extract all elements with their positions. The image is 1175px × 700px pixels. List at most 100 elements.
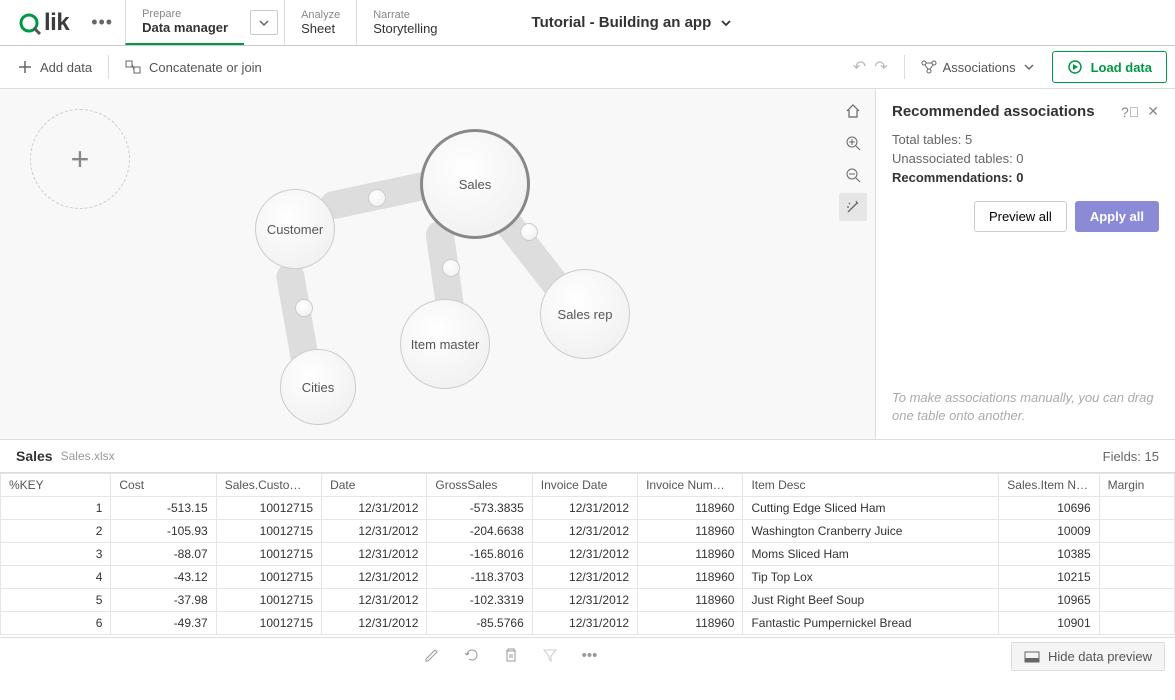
table-cell: -573.3835 bbox=[427, 497, 532, 520]
column-header[interactable]: Date bbox=[322, 474, 427, 497]
table-bubble-cities[interactable]: Cities bbox=[280, 349, 356, 425]
table-cell: Tip Top Lox bbox=[743, 566, 999, 589]
tab-narrate-stage: Narrate bbox=[373, 9, 437, 21]
table-cell bbox=[1099, 520, 1174, 543]
preview-table-name: Sales bbox=[16, 448, 53, 464]
bubble-diagram: Sales Customer Item master Sales rep Cities bbox=[220, 109, 720, 429]
app-title[interactable]: Tutorial - Building an app bbox=[514, 0, 750, 45]
stat-total-tables: Total tables: 5 bbox=[892, 132, 1159, 147]
table-cell: 10012715 bbox=[216, 612, 321, 635]
tab-analyze-stage: Analyze bbox=[301, 9, 340, 21]
hide-preview-button[interactable]: Hide data preview bbox=[1011, 642, 1165, 671]
concatenate-button[interactable]: Concatenate or join bbox=[115, 54, 272, 81]
top-nav: lik ••• Prepare Data manager Analyze She… bbox=[0, 0, 1175, 46]
magic-wand-icon[interactable] bbox=[839, 193, 867, 221]
tab-prepare[interactable]: Prepare Data manager bbox=[125, 0, 244, 45]
associations-dropdown[interactable]: Associations bbox=[911, 54, 1044, 81]
table-row[interactable]: 5-37.981001271512/31/2012-102.331912/31/… bbox=[1, 589, 1175, 612]
table-cell: -165.8016 bbox=[427, 543, 532, 566]
main-area: + Sales Customer Item master Sales rep Citie… bbox=[0, 89, 1175, 439]
table-cell: -204.6638 bbox=[427, 520, 532, 543]
column-header[interactable]: Invoice Num… bbox=[638, 474, 743, 497]
column-header[interactable]: Sales.Custo… bbox=[216, 474, 321, 497]
table-bubble-sales[interactable]: Sales bbox=[420, 129, 530, 239]
add-data-label: Add data bbox=[40, 60, 92, 75]
filter-icon[interactable] bbox=[542, 647, 558, 667]
table-cell: 12/31/2012 bbox=[322, 520, 427, 543]
table-cell: Just Right Beef Soup bbox=[743, 589, 999, 612]
table-cell: 10009 bbox=[999, 520, 1099, 543]
separator bbox=[904, 55, 905, 79]
edit-icon[interactable] bbox=[424, 647, 440, 667]
link-dot bbox=[295, 299, 313, 317]
table-cell bbox=[1099, 612, 1174, 635]
table-row[interactable]: 6-49.371001271512/31/2012-85.576612/31/2… bbox=[1, 612, 1175, 635]
table-cell: 3 bbox=[1, 543, 111, 566]
redo-icon[interactable]: ↷ bbox=[874, 57, 887, 77]
table-row[interactable]: 2-105.931001271512/31/2012-204.663812/31… bbox=[1, 520, 1175, 543]
column-header[interactable]: Invoice Date bbox=[532, 474, 637, 497]
column-header[interactable]: GrossSales bbox=[427, 474, 532, 497]
toolbar: Add data Concatenate or join ↶ ↷ Associa… bbox=[0, 46, 1175, 89]
home-icon[interactable] bbox=[839, 97, 867, 125]
table-bubble-customer[interactable]: Customer bbox=[255, 189, 335, 269]
add-data-button[interactable]: Add data bbox=[8, 54, 102, 81]
table-cell: 4 bbox=[1, 566, 111, 589]
table-cell: 12/31/2012 bbox=[532, 589, 637, 612]
column-header[interactable]: Item Desc bbox=[743, 474, 999, 497]
table-cell: 12/31/2012 bbox=[532, 520, 637, 543]
tab-narrate[interactable]: Narrate Storytelling bbox=[356, 0, 453, 45]
add-table-circle[interactable]: + bbox=[30, 109, 130, 209]
help-icon[interactable]: ?⃝ bbox=[1121, 104, 1139, 120]
table-cell: 118960 bbox=[638, 589, 743, 612]
column-header[interactable]: Margin bbox=[1099, 474, 1174, 497]
logo[interactable]: lik bbox=[0, 0, 79, 45]
delete-icon[interactable] bbox=[504, 647, 518, 667]
prepare-dropdown[interactable] bbox=[250, 10, 278, 35]
table-cell: 10696 bbox=[999, 497, 1099, 520]
hide-preview-label: Hide data preview bbox=[1048, 649, 1152, 664]
table-row[interactable]: 1-513.151001271512/31/2012-573.383512/31… bbox=[1, 497, 1175, 520]
stat-recommendations: Recommendations: 0 bbox=[892, 170, 1159, 185]
more-menu-icon[interactable]: ••• bbox=[79, 0, 125, 45]
associations-canvas[interactable]: + Sales Customer Item master Sales rep Citie… bbox=[0, 89, 875, 439]
table-row[interactable]: 3-88.071001271512/31/2012-165.801612/31/… bbox=[1, 543, 1175, 566]
table-cell: 10901 bbox=[999, 612, 1099, 635]
load-data-button[interactable]: Load data bbox=[1052, 51, 1167, 83]
table-cell: 118960 bbox=[638, 520, 743, 543]
more-icon[interactable]: ••• bbox=[582, 647, 598, 667]
table-cell: -88.07 bbox=[111, 543, 216, 566]
table-cell: 10215 bbox=[999, 566, 1099, 589]
table-cell: 10012715 bbox=[216, 543, 321, 566]
table-cell: -85.5766 bbox=[427, 612, 532, 635]
table-bubble-item[interactable]: Item master bbox=[400, 299, 490, 389]
table-cell: Washington Cranberry Juice bbox=[743, 520, 999, 543]
undo-icon[interactable]: ↶ bbox=[853, 57, 866, 77]
column-header[interactable]: Cost bbox=[111, 474, 216, 497]
table-cell: 118960 bbox=[638, 543, 743, 566]
table-cell: -118.3703 bbox=[427, 566, 532, 589]
table-bubble-salesrep[interactable]: Sales rep bbox=[540, 269, 630, 359]
table-cell: 2 bbox=[1, 520, 111, 543]
column-header[interactable]: Sales.Item N… bbox=[999, 474, 1099, 497]
refresh-icon[interactable] bbox=[464, 647, 480, 667]
table-row[interactable]: 4-43.121001271512/31/2012-118.370312/31/… bbox=[1, 566, 1175, 589]
table-cell: -513.15 bbox=[111, 497, 216, 520]
tab-analyze[interactable]: Analyze Sheet bbox=[284, 0, 356, 45]
concatenate-label: Concatenate or join bbox=[149, 60, 262, 75]
tab-narrate-label: Storytelling bbox=[373, 21, 437, 36]
table-cell: 12/31/2012 bbox=[322, 612, 427, 635]
table-cell: -105.93 bbox=[111, 520, 216, 543]
app-title-text: Tutorial - Building an app bbox=[532, 14, 712, 31]
apply-all-button[interactable]: Apply all bbox=[1075, 201, 1159, 232]
zoom-out-icon[interactable] bbox=[839, 161, 867, 189]
preview-all-button[interactable]: Preview all bbox=[974, 201, 1067, 232]
column-header[interactable]: %KEY bbox=[1, 474, 111, 497]
preview-fields-count: Fields: 15 bbox=[1103, 449, 1159, 464]
table-cell: 5 bbox=[1, 589, 111, 612]
zoom-in-icon[interactable] bbox=[839, 129, 867, 157]
close-icon[interactable]: ✕ bbox=[1147, 103, 1159, 120]
preview-source: Sales.xlsx bbox=[61, 449, 115, 463]
table-cell: 118960 bbox=[638, 497, 743, 520]
recommendations-panel: Recommended associations ?⃝ ✕ Total tabl… bbox=[875, 89, 1175, 439]
